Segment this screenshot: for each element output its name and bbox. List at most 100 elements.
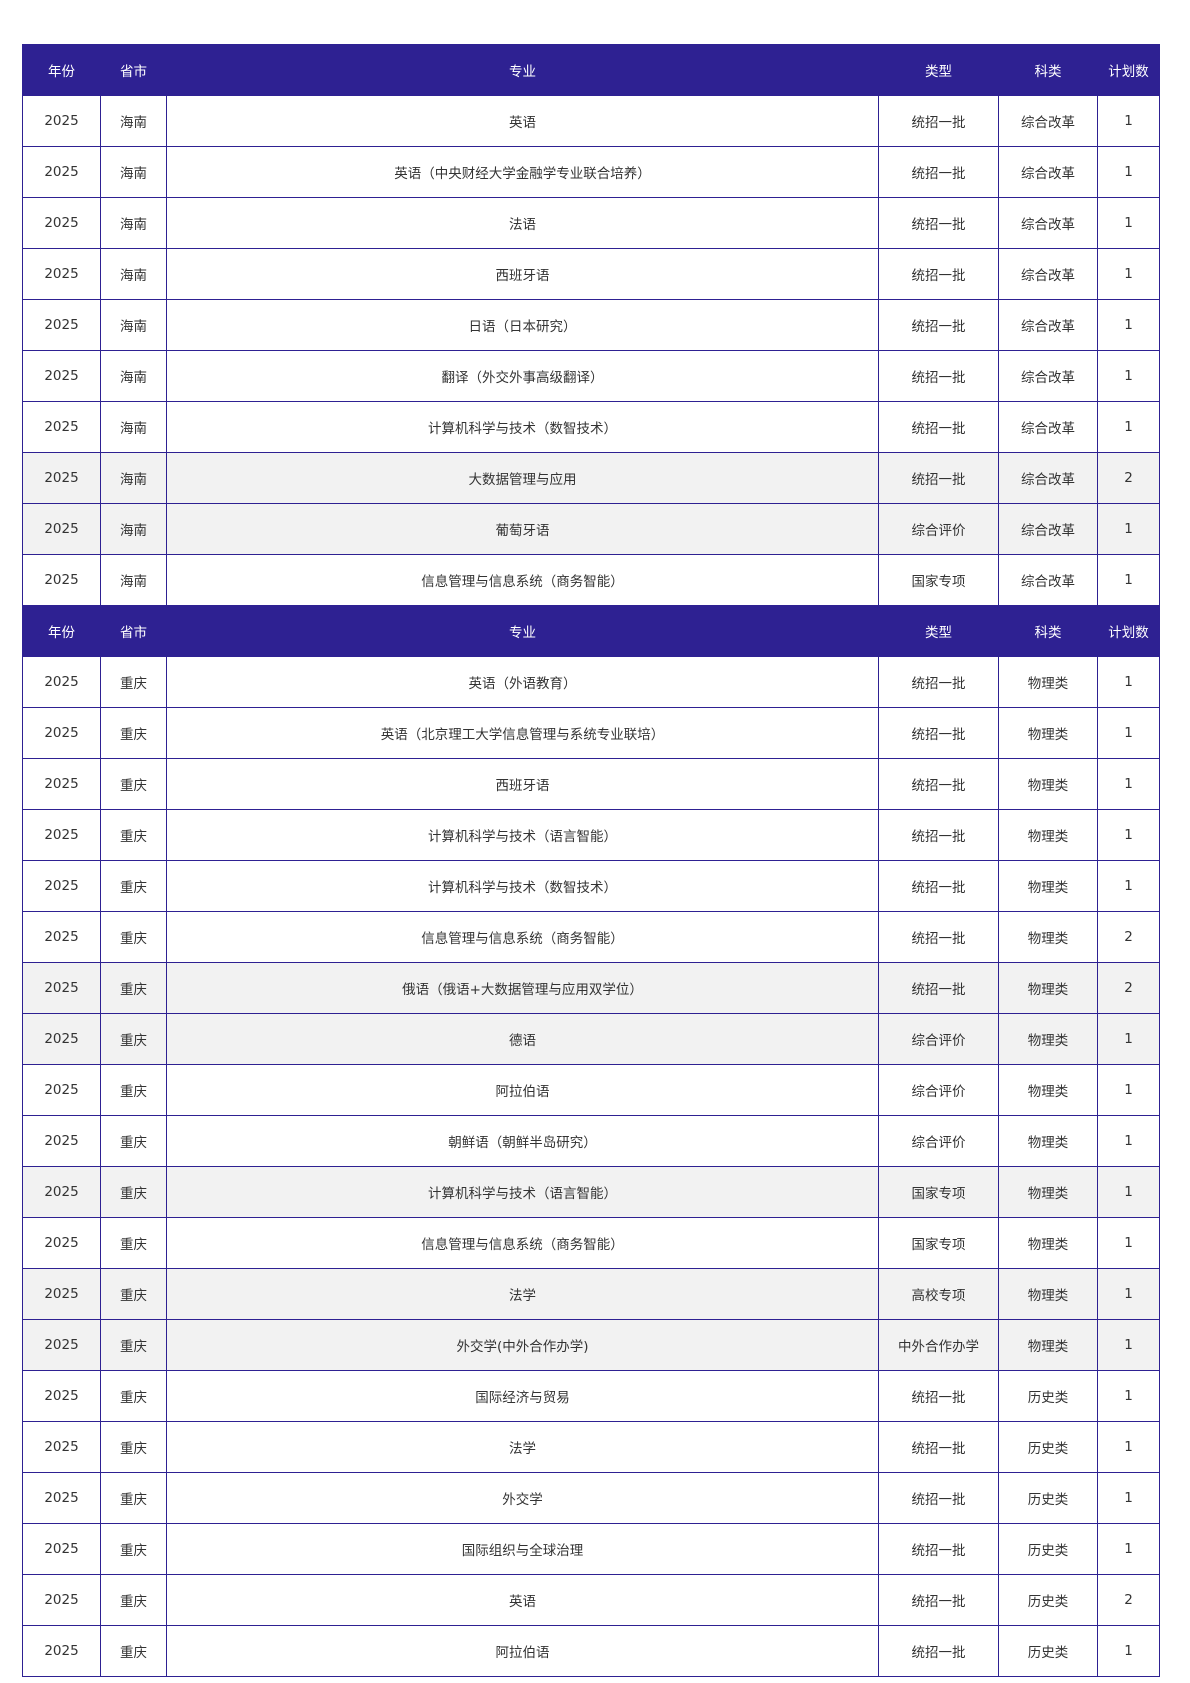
cell-plan-count: 1	[1097, 1370, 1160, 1422]
cell-year: 2025	[22, 146, 101, 198]
cell-type: 中外合作办学	[878, 1319, 999, 1371]
cell-year: 2025	[22, 911, 101, 963]
cell-type: 统招一批	[878, 911, 999, 963]
cell-type: 统招一批	[878, 962, 999, 1014]
cell-major: 计算机科学与技术（数智技术）	[166, 401, 879, 453]
cell-year: 2025	[22, 1574, 101, 1626]
cell-major: 外交学	[166, 1472, 879, 1524]
table-row: 2025 海南 西班牙语 统招一批 综合改革 1	[22, 248, 1160, 300]
cell-category: 综合改革	[998, 401, 1098, 453]
header-year: 年份	[22, 44, 101, 96]
cell-plan-count: 1	[1097, 1064, 1160, 1116]
cell-plan-count: 1	[1097, 1166, 1160, 1218]
cell-category: 历史类	[998, 1523, 1098, 1575]
table-row: 2025 重庆 英语（北京理工大学信息管理与系统专业联培） 统招一批 物理类 1	[22, 707, 1160, 759]
cell-major: 国际经济与贸易	[166, 1370, 879, 1422]
cell-type: 国家专项	[878, 1217, 999, 1269]
cell-province: 重庆	[100, 1370, 167, 1422]
cell-province: 重庆	[100, 1166, 167, 1218]
header-type: 类型	[878, 44, 999, 96]
cell-category: 物理类	[998, 860, 1098, 912]
cell-plan-count: 1	[1097, 1625, 1160, 1677]
cell-type: 统招一批	[878, 1625, 999, 1677]
cell-plan-count: 1	[1097, 197, 1160, 249]
cell-province: 重庆	[100, 1115, 167, 1167]
cell-major: 英语（北京理工大学信息管理与系统专业联培）	[166, 707, 879, 759]
header-plan-count: 计划数	[1097, 605, 1160, 657]
table-row: 2025 重庆 信息管理与信息系统（商务智能） 国家专项 物理类 1	[22, 1217, 1160, 1269]
table-row: 2025 重庆 朝鲜语（朝鲜半岛研究） 综合评价 物理类 1	[22, 1115, 1160, 1167]
cell-province: 海南	[100, 248, 167, 300]
table-row: 2025 重庆 英语 统招一批 历史类 2	[22, 1574, 1160, 1626]
cell-major: 英语	[166, 1574, 879, 1626]
table-row: 2025 重庆 法学 高校专项 物理类 1	[22, 1268, 1160, 1320]
table-row: 2025 海南 葡萄牙语 综合评价 综合改革 1	[22, 503, 1160, 555]
cell-type: 统招一批	[878, 197, 999, 249]
cell-province: 重庆	[100, 707, 167, 759]
cell-major: 英语	[166, 95, 879, 147]
cell-category: 物理类	[998, 1064, 1098, 1116]
cell-plan-count: 1	[1097, 809, 1160, 861]
cell-category: 历史类	[998, 1421, 1098, 1473]
cell-type: 综合评价	[878, 1064, 999, 1116]
cell-year: 2025	[22, 656, 101, 708]
cell-type: 统招一批	[878, 146, 999, 198]
cell-major: 朝鲜语（朝鲜半岛研究）	[166, 1115, 879, 1167]
cell-major: 西班牙语	[166, 248, 879, 300]
cell-province: 重庆	[100, 1472, 167, 1524]
cell-year: 2025	[22, 248, 101, 300]
table-row: 2025 重庆 信息管理与信息系统（商务智能） 统招一批 物理类 2	[22, 911, 1160, 963]
cell-year: 2025	[22, 1217, 101, 1269]
cell-category: 物理类	[998, 809, 1098, 861]
cell-province: 海南	[100, 401, 167, 453]
cell-type: 统招一批	[878, 350, 999, 402]
cell-type: 统招一批	[878, 248, 999, 300]
cell-province: 重庆	[100, 860, 167, 912]
table-row: 2025 海南 日语（日本研究） 统招一批 综合改革 1	[22, 299, 1160, 351]
cell-province: 海南	[100, 197, 167, 249]
table-row: 2025 重庆 计算机科学与技术（数智技术） 统招一批 物理类 1	[22, 860, 1160, 912]
table-row: 2025 重庆 德语 综合评价 物理类 1	[22, 1013, 1160, 1065]
cell-category: 综合改革	[998, 554, 1098, 606]
cell-year: 2025	[22, 1370, 101, 1422]
cell-year: 2025	[22, 299, 101, 351]
cell-category: 物理类	[998, 1319, 1098, 1371]
cell-category: 物理类	[998, 1217, 1098, 1269]
cell-major: 国际组织与全球治理	[166, 1523, 879, 1575]
table-row: 2025 重庆 英语（外语教育） 统招一批 物理类 1	[22, 656, 1160, 708]
cell-type: 统招一批	[878, 95, 999, 147]
cell-year: 2025	[22, 350, 101, 402]
cell-category: 物理类	[998, 656, 1098, 708]
cell-category: 物理类	[998, 758, 1098, 810]
table-row: 2025 重庆 西班牙语 统招一批 物理类 1	[22, 758, 1160, 810]
cell-province: 重庆	[100, 1421, 167, 1473]
cell-type: 统招一批	[878, 860, 999, 912]
cell-major: 法学	[166, 1268, 879, 1320]
cell-major: 计算机科学与技术（数智技术）	[166, 860, 879, 912]
cell-province: 海南	[100, 95, 167, 147]
table-header-row: 年份 省市 专业 类型 科类 计划数	[22, 605, 1160, 657]
cell-plan-count: 1	[1097, 1217, 1160, 1269]
header-category: 科类	[998, 605, 1098, 657]
cell-category: 综合改革	[998, 146, 1098, 198]
cell-category: 历史类	[998, 1472, 1098, 1524]
cell-year: 2025	[22, 1115, 101, 1167]
cell-province: 重庆	[100, 1625, 167, 1677]
table-row: 2025 重庆 外交学(中外合作办学) 中外合作办学 物理类 1	[22, 1319, 1160, 1371]
admission-plan-table: 年份 省市 专业 类型 科类 计划数 2025 海南 英语 统招一批 综合改革 1 2025 海南 英语（中…	[22, 44, 1160, 1677]
table-row: 2025 重庆 阿拉伯语 综合评价 物理类 1	[22, 1064, 1160, 1116]
cell-type: 统招一批	[878, 299, 999, 351]
cell-category: 综合改革	[998, 95, 1098, 147]
table-row: 2025 海南 信息管理与信息系统（商务智能） 国家专项 综合改革 1	[22, 554, 1160, 606]
cell-type: 国家专项	[878, 1166, 999, 1218]
cell-category: 历史类	[998, 1625, 1098, 1677]
cell-province: 重庆	[100, 911, 167, 963]
cell-plan-count: 1	[1097, 1472, 1160, 1524]
header-province: 省市	[100, 605, 167, 657]
cell-category: 历史类	[998, 1370, 1098, 1422]
table-header-row: 年份 省市 专业 类型 科类 计划数	[22, 44, 1160, 96]
cell-category: 物理类	[998, 1115, 1098, 1167]
cell-year: 2025	[22, 809, 101, 861]
cell-type: 统招一批	[878, 1574, 999, 1626]
cell-year: 2025	[22, 95, 101, 147]
